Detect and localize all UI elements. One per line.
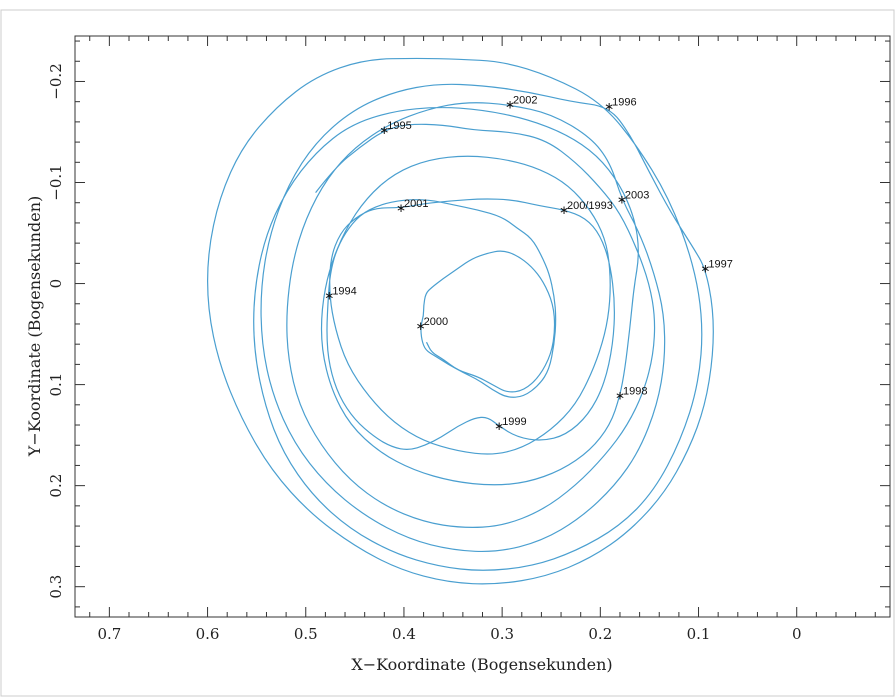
x-tick-label: 0.5 <box>294 625 318 643</box>
epoch-star-marker: ∗ <box>324 289 334 303</box>
y-tick-label: 0.1 <box>47 373 65 397</box>
x-tick-label: 0 <box>792 625 802 643</box>
epoch-label: 2003 <box>625 190 649 202</box>
epoch-label: 2002 <box>513 95 537 107</box>
epoch-star-marker: ∗ <box>396 201 406 215</box>
x-tick-label: 0.7 <box>97 625 121 643</box>
y-tick-label: −0.2 <box>47 63 65 99</box>
x-tick-label: 0.6 <box>196 625 220 643</box>
y-tick-label: 0 <box>47 279 65 289</box>
orbit-tracks <box>207 57 714 585</box>
epoch-star-marker: ∗ <box>700 261 710 275</box>
epoch-label: 2001 <box>404 198 428 210</box>
epoch-label: 1997 <box>708 258 732 270</box>
y-axis-label: Y−Koordinate (Bogensekunden) <box>25 196 44 457</box>
epoch-label: 2000 <box>424 316 448 328</box>
epoch-label: 1996 <box>612 97 636 109</box>
page-border <box>0 9 895 697</box>
epoch-star-marker: ∗ <box>617 193 627 207</box>
epoch-star-marker: ∗ <box>604 100 614 114</box>
x-tick-label: 0.1 <box>687 625 711 643</box>
epoch-star-marker: ∗ <box>416 319 426 333</box>
epoch-label: 1999 <box>502 416 526 428</box>
x-tick-label: 0.4 <box>392 625 416 643</box>
y-tick-label: 0.3 <box>47 575 65 599</box>
x-axis-label: X−Koordinate (Bogensekunden) <box>351 655 612 674</box>
orbit-track-line <box>207 57 714 585</box>
epoch-star-marker: ∗ <box>379 123 389 137</box>
epoch-label: 200/1993 <box>567 200 613 212</box>
epoch-star-marker: ∗ <box>505 98 515 112</box>
y-tick-label: 0.2 <box>47 474 65 498</box>
epoch-star-marker: ∗ <box>559 203 569 217</box>
epoch-star-marker: ∗ <box>494 419 504 433</box>
epoch-star-marker: ∗ <box>615 389 625 403</box>
epoch-label: 1998 <box>623 386 647 398</box>
epoch-label: 1994 <box>332 286 356 298</box>
x-tick-label: 0.2 <box>588 625 612 643</box>
epoch-label: 1995 <box>387 120 411 132</box>
y-tick-label: −0.1 <box>47 164 65 200</box>
axis-ticks: 0.7 0.6 0.5 0.4 0.3 0.2 0.1 0 −0.2 −0.1 0 0.1 0.2 0.3 <box>47 36 890 643</box>
epoch-markers: ∗1994∗1995∗1996∗1997∗1998∗1999∗2000∗2001… <box>324 95 733 433</box>
x-tick-label: 0.3 <box>490 625 514 643</box>
plot-frame <box>74 35 891 618</box>
